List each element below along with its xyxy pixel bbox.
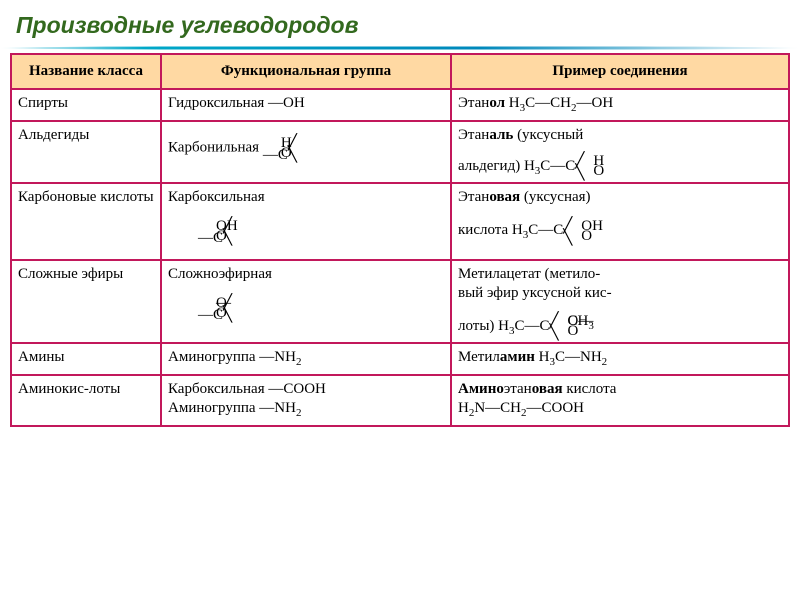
- class-name: Альдегиды: [11, 121, 161, 184]
- example: Аминоэтановая кислота H2N—CH2—COOH: [451, 375, 789, 426]
- table-row: Альдегиды Карбонильная —C╱╲OH Этаналь (у…: [11, 121, 789, 184]
- table-row: Амины Аминогруппа —NH2 Метиламин H3C—NH2: [11, 343, 789, 375]
- col-class: Название класса: [11, 54, 161, 89]
- hydrocarbon-derivatives-table: Название класса Функциональная группа Пр…: [10, 53, 790, 427]
- class-name: Спирты: [11, 89, 161, 121]
- example: Этановая (уксусная) кислота H3C—C╱╲OOH: [451, 183, 789, 260]
- col-example: Пример соединения: [451, 54, 789, 89]
- table-row: Карбоновые кислоты Карбоксильная —C╱╲OOH…: [11, 183, 789, 260]
- accent-swoosh: [0, 47, 800, 50]
- func-group: Карбоксильная —C╱╲OOH: [161, 183, 451, 260]
- page-title: Производные углеводородов: [0, 0, 800, 45]
- class-name: Сложные эфиры: [11, 260, 161, 343]
- table-row: Аминокис-лоты Карбоксильная —COOHАминогр…: [11, 375, 789, 426]
- example: Метилацетат (метило- вый эфир уксусной к…: [451, 260, 789, 343]
- class-name: Аминокис-лоты: [11, 375, 161, 426]
- table-row: Сложные эфиры Сложноэфирная —C╱╲OO— Мети…: [11, 260, 789, 343]
- table-row: Спирты Гидроксильная —OH Этанол H3C—CH2—…: [11, 89, 789, 121]
- func-group: Гидроксильная —OH: [161, 89, 451, 121]
- example: Метиламин H3C—NH2: [451, 343, 789, 375]
- func-group: Карбоксильная —COOHАминогруппа —NH2: [161, 375, 451, 426]
- class-name: Амины: [11, 343, 161, 375]
- example: Этаналь (уксусный альдегид) H3C—C╱╲OH: [451, 121, 789, 184]
- func-group: Карбонильная —C╱╲OH: [161, 121, 451, 184]
- example: Этанол H3C—CH2—OH: [451, 89, 789, 121]
- class-name: Карбоновые кислоты: [11, 183, 161, 260]
- func-group: Аминогруппа —NH2: [161, 343, 451, 375]
- func-group: Сложноэфирная —C╱╲OO—: [161, 260, 451, 343]
- col-group: Функциональная группа: [161, 54, 451, 89]
